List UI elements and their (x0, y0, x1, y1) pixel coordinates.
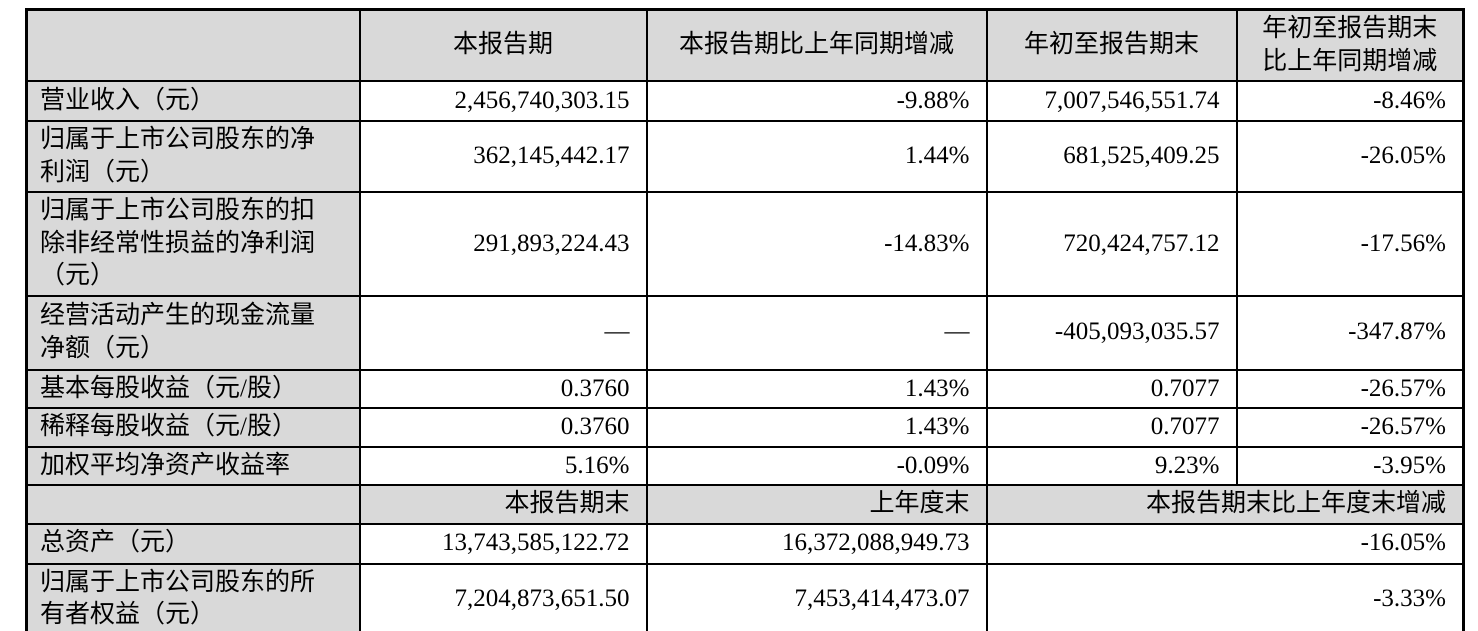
table-row-basic-eps: 基本每股收益（元/股） 0.3760 1.43% 0.7077 -26.57% (25, 368, 1465, 409)
metric-label: 归属于上市公司股东的扣除非经常性损益的净利润（元） (25, 191, 361, 297)
col-header-current-period: 本报告期 (358, 8, 648, 82)
col-header-period-end: 本报告期末 (358, 484, 648, 525)
value-yoy: -9.88% (645, 80, 988, 122)
corner-cell-2 (25, 484, 361, 525)
header-row-period-end: 本报告期末 上年度末 本报告期末比上年度末增减 (25, 484, 1465, 525)
value-ytd: 7,007,546,551.74 (985, 80, 1238, 122)
value-current: 2,456,740,303.15 (358, 80, 648, 122)
value-yoy: 1.44% (645, 120, 988, 193)
financial-summary-table: 本报告期 本报告期比上年同期增减 年初至报告期末 年初至报告期末 比上年同期增减… (25, 8, 1465, 631)
value-ytd: 0.7077 (985, 368, 1238, 409)
metric-label: 营业收入（元） (25, 80, 361, 122)
metric-label: 基本每股收益（元/股） (25, 368, 361, 409)
value-yoy: 1.43% (645, 407, 988, 448)
metric-label: 总资产（元） (25, 522, 361, 565)
col-header-ytd: 年初至报告期末 (985, 8, 1238, 82)
value-change: -3.33% (985, 562, 1465, 631)
value-current: 0.3760 (358, 407, 648, 448)
table-row-net-profit: 归属于上市公司股东的净利润（元） 362,145,442.17 1.44% 68… (25, 120, 1465, 193)
col-header-ytd-yoy-line1: 年初至报告期末 (1262, 15, 1438, 42)
col-header-period-end-vs-prev: 本报告期末比上年度末增减 (985, 484, 1465, 525)
value-prev-year-end: 16,372,088,949.73 (645, 522, 988, 565)
value-period-end: 13,743,585,122.72 (358, 522, 648, 565)
table-row-revenue: 营业收入（元） 2,456,740,303.15 -9.88% 7,007,54… (25, 80, 1465, 122)
metric-label: 归属于上市公司股东的净利润（元） (25, 120, 361, 193)
value-current: 362,145,442.17 (358, 120, 648, 193)
col-header-current-period-yoy: 本报告期比上年同期增减 (645, 8, 988, 82)
table-row-equity-attributable: 归属于上市公司股东的所有者权益（元） 7,204,873,651.50 7,45… (25, 562, 1465, 631)
header-row-period: 本报告期 本报告期比上年同期增减 年初至报告期末 年初至报告期末 比上年同期增减 (25, 8, 1465, 82)
value-yoy: -0.09% (645, 445, 988, 486)
value-period-end: 7,204,873,651.50 (358, 562, 648, 631)
col-header-prev-year-end: 上年度末 (645, 484, 988, 525)
value-ytd: 681,525,409.25 (985, 120, 1238, 193)
value-change: -16.05% (985, 522, 1465, 565)
value-ytd-yoy: -347.87% (1235, 294, 1465, 371)
col-header-ytd-yoy: 年初至报告期末 比上年同期增减 (1235, 8, 1465, 82)
value-current: 291,893,224.43 (358, 191, 648, 297)
value-ytd-yoy: -3.95% (1235, 445, 1465, 486)
value-ytd-yoy: -26.05% (1235, 120, 1465, 193)
value-prev-year-end: 7,453,414,473.07 (645, 562, 988, 631)
table-row-diluted-eps: 稀释每股收益（元/股） 0.3760 1.43% 0.7077 -26.57% (25, 407, 1465, 448)
value-ytd: 720,424,757.12 (985, 191, 1238, 297)
value-ytd-yoy: -17.56% (1235, 191, 1465, 297)
value-current: — (358, 294, 648, 371)
value-ytd: 9.23% (985, 445, 1238, 486)
table-row-total-assets: 总资产（元） 13,743,585,122.72 16,372,088,949.… (25, 522, 1465, 565)
value-yoy: -14.83% (645, 191, 988, 297)
value-ytd-yoy: -26.57% (1235, 368, 1465, 409)
metric-label: 归属于上市公司股东的所有者权益（元） (25, 562, 361, 631)
value-ytd: -405,093,035.57 (985, 294, 1238, 371)
col-header-ytd-yoy-line2: 比上年同期增减 (1262, 47, 1438, 75)
value-yoy: — (645, 294, 988, 371)
table-row-operating-cash-flow: 经营活动产生的现金流量净额（元） — — -405,093,035.57 -34… (25, 294, 1465, 371)
table-row-net-profit-excl-nonrecurring: 归属于上市公司股东的扣除非经常性损益的净利润（元） 291,893,224.43… (25, 191, 1465, 297)
value-ytd-yoy: -8.46% (1235, 80, 1465, 122)
metric-label: 经营活动产生的现金流量净额（元） (25, 294, 361, 371)
metric-label: 稀释每股收益（元/股） (25, 407, 361, 448)
metric-label: 加权平均净资产收益率 (25, 445, 361, 486)
value-current: 5.16% (358, 445, 648, 486)
value-ytd: 0.7077 (985, 407, 1238, 448)
table-row-weighted-avg-roe: 加权平均净资产收益率 5.16% -0.09% 9.23% -3.95% (25, 445, 1465, 486)
value-current: 0.3760 (358, 368, 648, 409)
corner-cell (25, 8, 361, 82)
value-yoy: 1.43% (645, 368, 988, 409)
value-ytd-yoy: -26.57% (1235, 407, 1465, 448)
